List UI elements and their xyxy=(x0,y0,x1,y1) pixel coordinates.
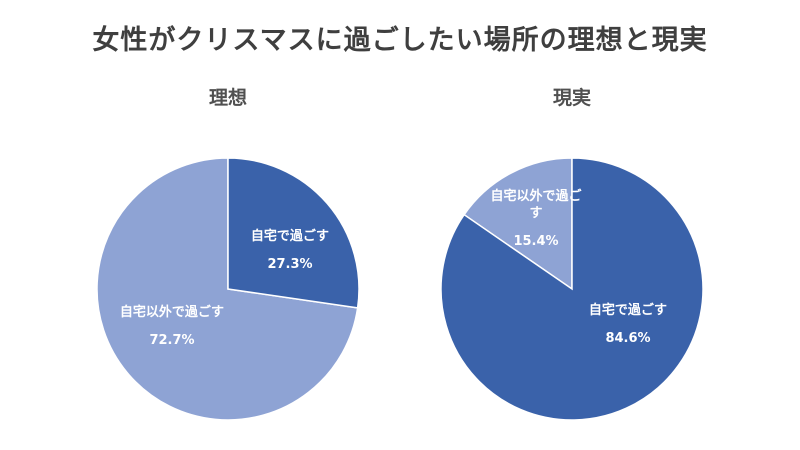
pie-chart-reality: 現実 自宅で過ごす 84.6% 自宅以外で過ごす 15.4% xyxy=(440,86,704,421)
slice-category-label-reality-home: 自宅で過ごす xyxy=(589,302,667,318)
slice-value-label-reality-home: 84.6% xyxy=(605,331,650,346)
slice-category-label-ideal-outside-home: 自宅以外で過ごす xyxy=(120,304,224,320)
pie-title-reality: 現実 xyxy=(553,86,591,109)
slice-value-label-reality-outside-home: 15.4% xyxy=(513,234,558,249)
slice-category-label-reality-outside-home: 自宅以外で過ご xyxy=(490,188,582,204)
pie-slice-reality-home xyxy=(440,157,704,421)
slice-category-label-reality-outside-home: す xyxy=(529,206,542,221)
pie-title-ideal: 理想 xyxy=(209,86,247,109)
slice-value-label-ideal-home: 27.3% xyxy=(267,257,312,272)
slice-category-label-ideal-home: 自宅で過ごす xyxy=(251,228,329,244)
pie-slice-reality-outside-home xyxy=(463,157,573,291)
pie-slice-ideal-home xyxy=(227,157,360,309)
pie-chart-ideal: 理想 自宅で過ごす 27.3% 自宅以外で過ごす 72.7% xyxy=(96,86,360,421)
slice-value-label-ideal-outside-home: 72.7% xyxy=(149,333,194,348)
chart-main-title: 女性がクリスマスに過ごしたい場所の理想と現実 xyxy=(92,25,708,56)
